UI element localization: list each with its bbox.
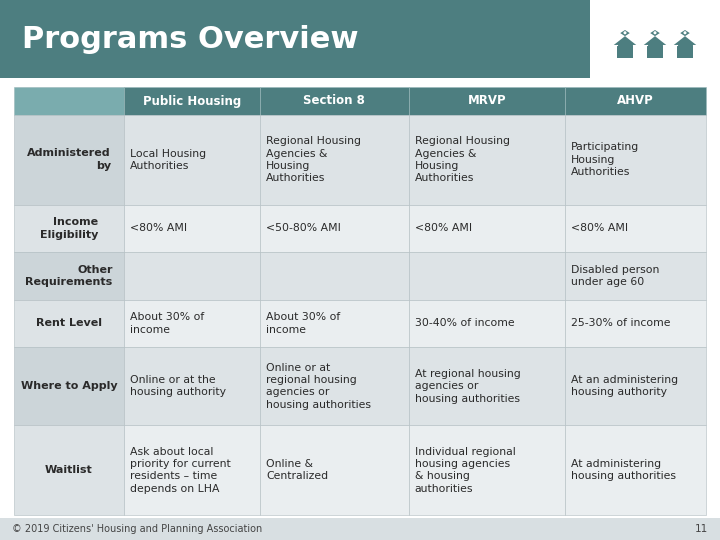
Text: Section 8: Section 8 [303, 94, 365, 107]
Bar [14, 300, 124, 347]
Polygon shape [650, 30, 660, 36]
Text: At administering
housing authorities: At administering housing authorities [571, 459, 676, 481]
Bar [564, 115, 706, 205]
Bar [590, 0, 720, 78]
Bar [564, 347, 706, 426]
Bar [260, 300, 409, 347]
Text: © 2019 Citizens' Housing and Planning Association: © 2019 Citizens' Housing and Planning As… [12, 524, 262, 534]
Text: Participating
Housing
Authorities: Participating Housing Authorities [571, 143, 639, 177]
Text: At an administering
housing authority: At an administering housing authority [571, 375, 678, 397]
Bar [409, 347, 564, 426]
Text: Online &
Centralized: Online & Centralized [266, 459, 328, 481]
Bar [409, 115, 564, 205]
Text: Online or at
regional housing
agencies or
housing authorities: Online or at regional housing agencies o… [266, 362, 371, 410]
Circle shape [683, 31, 687, 35]
Bar [124, 205, 260, 252]
Bar [260, 205, 409, 252]
Text: <80% AMI: <80% AMI [571, 224, 628, 233]
Text: Individual regional
housing agencies
& housing
authorities: Individual regional housing agencies & h… [415, 447, 516, 494]
Bar [14, 347, 124, 426]
Polygon shape [613, 36, 636, 45]
Bar [14, 426, 124, 515]
Bar [678, 45, 693, 58]
Text: <80% AMI: <80% AMI [415, 224, 472, 233]
Text: Regional Housing
Agencies &
Housing
Authorities: Regional Housing Agencies & Housing Auth… [266, 136, 361, 184]
Polygon shape [680, 30, 690, 36]
Bar [564, 300, 706, 347]
Bar [124, 300, 260, 347]
Text: 25-30% of income: 25-30% of income [571, 319, 670, 328]
Text: Public Housing: Public Housing [143, 94, 241, 107]
Text: Administered
by: Administered by [27, 148, 111, 171]
Text: 11: 11 [695, 524, 708, 534]
Text: About 30% of
income: About 30% of income [266, 312, 341, 335]
Bar [14, 205, 124, 252]
Polygon shape [643, 36, 667, 45]
Text: Disabled person
under age 60: Disabled person under age 60 [571, 265, 659, 287]
Text: <80% AMI: <80% AMI [130, 224, 187, 233]
Text: At regional housing
agencies or
housing authorities: At regional housing agencies or housing … [415, 369, 521, 403]
Bar [124, 252, 260, 300]
Text: Rent Level: Rent Level [36, 319, 102, 328]
Bar [617, 45, 633, 58]
Circle shape [654, 31, 657, 35]
Text: Online or at the
housing authority: Online or at the housing authority [130, 375, 226, 397]
Text: Ask about local
priority for current
residents – time
depends on LHA: Ask about local priority for current res… [130, 447, 230, 494]
Polygon shape [673, 36, 697, 45]
Bar [124, 426, 260, 515]
Text: 30-40% of income: 30-40% of income [415, 319, 514, 328]
Bar [564, 426, 706, 515]
Bar [124, 87, 260, 115]
Bar [564, 87, 706, 115]
Bar [564, 205, 706, 252]
Bar [409, 426, 564, 515]
Bar [647, 45, 662, 58]
Text: Income
Eligibility: Income Eligibility [40, 217, 98, 240]
Bar [409, 205, 564, 252]
Circle shape [624, 31, 626, 35]
Bar [260, 347, 409, 426]
Bar [409, 87, 564, 115]
Bar [124, 347, 260, 426]
Bar [409, 252, 564, 300]
Bar [409, 300, 564, 347]
Text: Other
Requirements: Other Requirements [25, 265, 112, 287]
Text: Regional Housing
Agencies &
Housing
Authorities: Regional Housing Agencies & Housing Auth… [415, 136, 510, 184]
Bar [260, 115, 409, 205]
Bar [260, 426, 409, 515]
Bar [124, 115, 260, 205]
Bar [14, 115, 124, 205]
Bar [564, 252, 706, 300]
Text: Where to Apply: Where to Apply [21, 381, 117, 391]
Text: Waitlist: Waitlist [45, 465, 93, 475]
Text: Local Housing
Authorities: Local Housing Authorities [130, 148, 206, 171]
Text: <50-80% AMI: <50-80% AMI [266, 224, 341, 233]
Text: Programs Overview: Programs Overview [22, 24, 359, 53]
Bar [0, 518, 720, 540]
Text: AHVP: AHVP [617, 94, 654, 107]
Bar [260, 87, 409, 115]
Polygon shape [620, 30, 630, 36]
Text: About 30% of
income: About 30% of income [130, 312, 204, 335]
Bar [0, 0, 590, 78]
Bar [14, 87, 124, 115]
Text: MRVP: MRVP [467, 94, 506, 107]
Bar [260, 252, 409, 300]
Bar [14, 252, 124, 300]
